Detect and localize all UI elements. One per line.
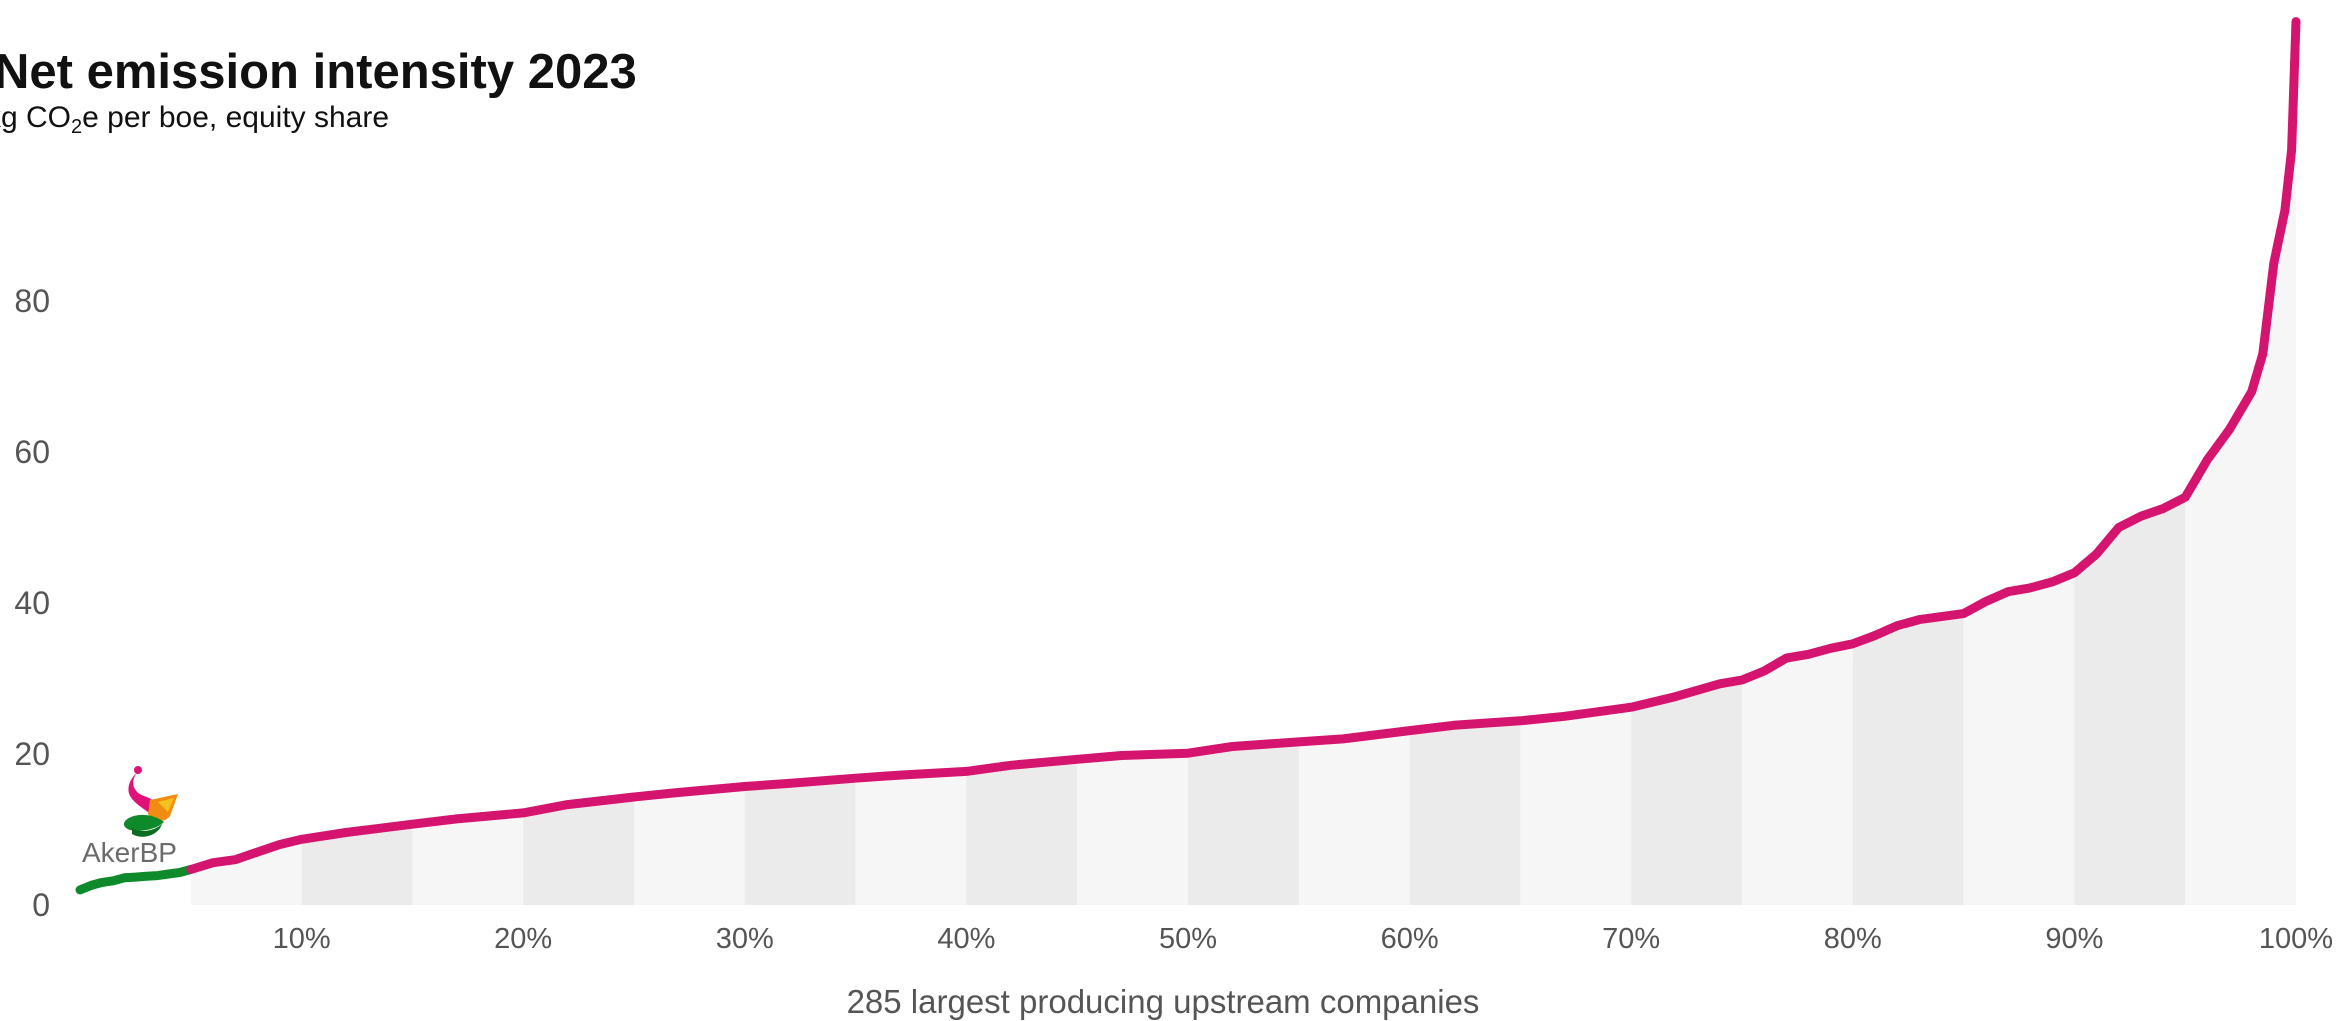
y-tick-label: 20 <box>14 736 50 772</box>
subtitle-subscript: 2 <box>71 116 83 138</box>
background-band <box>190 839 302 905</box>
background-band <box>301 824 413 905</box>
x-tick-label: 10% <box>273 923 331 955</box>
background-band <box>412 812 524 905</box>
x-tick-label: 50% <box>1159 923 1217 955</box>
series-line-akerbp <box>75 865 196 895</box>
background-band <box>2185 21 2296 906</box>
x-tick-label: 90% <box>2045 923 2103 955</box>
x-tick-label: 40% <box>937 923 995 955</box>
series-lines <box>75 17 2301 895</box>
x-tick-label: 100% <box>2259 923 2333 955</box>
subtitle-prefix: kg CO <box>0 101 72 134</box>
background-bands <box>190 21 2296 906</box>
logo-yellow-shape <box>158 798 174 812</box>
background-band <box>966 759 1078 905</box>
background-band <box>634 786 745 905</box>
background-band <box>1963 572 2075 905</box>
x-axis-title: 285 largest producing upstream companies <box>847 983 1480 1020</box>
background-band <box>1631 680 1742 905</box>
x-tick-label: 30% <box>716 923 774 955</box>
logo-text: AkerBP <box>82 837 177 868</box>
y-tick-label: 40 <box>14 585 50 621</box>
y-tick-label: 60 <box>14 434 50 470</box>
background-band <box>744 778 856 905</box>
background-band <box>1298 730 1410 905</box>
subtitle-suffix: e per boe, equity share <box>82 101 390 134</box>
background-band <box>1742 643 1853 905</box>
y-tick-label: 0 <box>32 887 50 923</box>
background-band <box>1188 741 1299 905</box>
background-band <box>1852 613 1964 905</box>
background-band <box>1409 720 1521 905</box>
chart-title: Net emission intensity 2023 <box>0 45 637 99</box>
chart-subtitle: kg CO2e per boe, equity share <box>0 101 389 139</box>
logo-green-tail <box>132 824 162 837</box>
background-band <box>1520 707 1632 905</box>
akerbp-logo-icon: AkerBP <box>82 766 178 868</box>
x-tick-label: 80% <box>1824 923 1882 955</box>
logo-pink-dot <box>134 766 142 774</box>
y-axis-ticks: 0 20 40 60 80 <box>14 283 50 923</box>
background-band <box>1077 753 1188 905</box>
x-tick-label: 60% <box>1381 923 1439 955</box>
background-band <box>2074 497 2186 905</box>
y-tick-label: 80 <box>14 283 50 319</box>
x-axis-ticks: 10% 20% 30% 40% 50% 60% 70% 80% 90% 100% <box>273 923 2334 955</box>
x-tick-label: 20% <box>494 923 552 955</box>
x-tick-label: 70% <box>1602 923 1660 955</box>
series-line-companies <box>186 17 2301 874</box>
logo-green-shape <box>123 814 164 831</box>
background-band <box>523 797 634 905</box>
background-band <box>855 771 967 905</box>
